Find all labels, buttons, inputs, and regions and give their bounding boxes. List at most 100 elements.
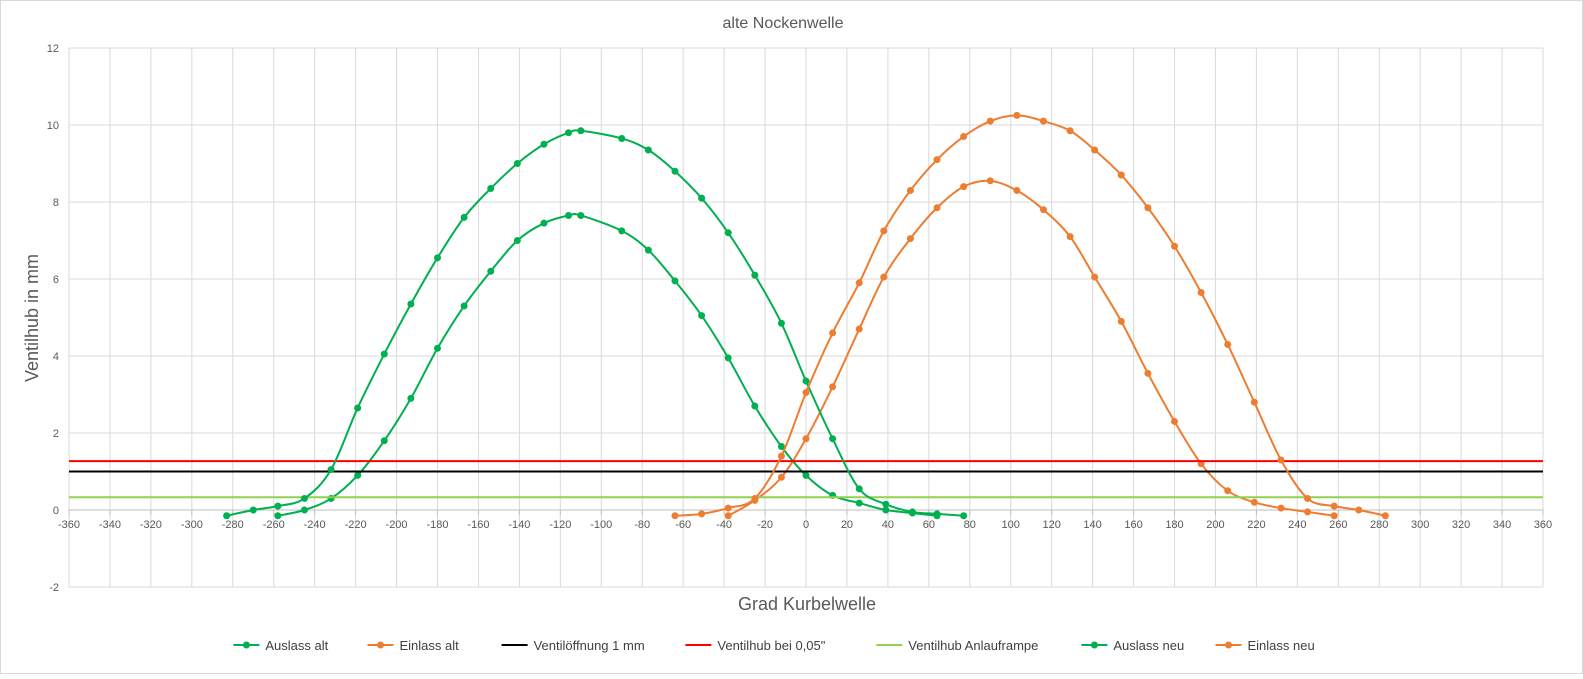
- data-point: [1224, 340, 1232, 348]
- data-point: [724, 504, 732, 512]
- data-point: [380, 350, 388, 358]
- data-point: [671, 512, 679, 520]
- x-tick-label: -180: [426, 519, 448, 531]
- x-tick-label: 40: [882, 519, 894, 531]
- data-point: [908, 508, 916, 516]
- legend-label: Ventilhub bei 0,05": [717, 638, 825, 653]
- series-0: [274, 211, 941, 520]
- x-tick-label: 20: [841, 519, 853, 531]
- x-tick-label: -200: [386, 519, 408, 531]
- data-point: [354, 471, 362, 479]
- x-tick-label: -40: [716, 519, 732, 531]
- data-point: [986, 177, 994, 185]
- legend: Auslass alt Einlass alt Ventilöffnung 1 mm…: [233, 638, 1315, 653]
- data-point: [434, 254, 441, 262]
- legend-marker: [377, 641, 384, 649]
- data-point: [618, 134, 626, 142]
- data-point: [906, 235, 914, 243]
- data-point: [882, 506, 890, 514]
- x-tick-label: -280: [222, 519, 244, 531]
- legend-marker: [1225, 641, 1232, 649]
- y-tick-label: 0: [53, 505, 59, 517]
- x-tick-label: -60: [675, 519, 691, 531]
- x-tick-label: 120: [1042, 519, 1060, 531]
- legend-label: Auslass neu: [1113, 638, 1184, 653]
- legend-marker: [1090, 641, 1098, 649]
- data-point: [960, 512, 968, 520]
- data-point: [777, 473, 785, 481]
- x-axis-label: Grad Kurbelwelle: [738, 594, 876, 614]
- legend-item: Ventilhub bei 0,05": [685, 638, 826, 653]
- data-point: [829, 383, 837, 391]
- data-point: [698, 510, 706, 518]
- x-tick-label: -20: [757, 519, 773, 531]
- x-tick-label: -260: [263, 519, 285, 531]
- data-point: [274, 512, 282, 520]
- data-point: [1381, 512, 1389, 520]
- x-tick-label: 360: [1534, 519, 1552, 531]
- data-point: [513, 237, 521, 244]
- data-point: [751, 494, 759, 502]
- x-tick-label: -140: [508, 519, 530, 531]
- data-point: [300, 494, 308, 502]
- x-tick-label: -220: [345, 519, 367, 531]
- data-point: [407, 300, 415, 308]
- data-point: [855, 499, 863, 507]
- data-point: [407, 394, 415, 402]
- y-axis-label: Ventilhub in mm: [22, 254, 42, 382]
- x-tick-label: -300: [181, 519, 203, 531]
- data-point: [751, 402, 759, 410]
- series-line: [674, 114, 1386, 517]
- data-point: [1277, 504, 1285, 512]
- data-point: [1091, 273, 1099, 281]
- data-point: [1224, 487, 1232, 495]
- legend-label: Einlass alt: [400, 638, 460, 653]
- x-tick-label: 220: [1247, 519, 1265, 531]
- x-tick-label: -340: [99, 519, 121, 531]
- x-tick-label: -320: [140, 519, 162, 531]
- x-tick-label: 340: [1493, 519, 1511, 531]
- data-point: [565, 129, 573, 137]
- data-point: [829, 435, 837, 443]
- data-point: [540, 140, 548, 148]
- chart-title: alte Nockenwelle: [723, 15, 844, 32]
- legend-label: Einlass neu: [1248, 638, 1315, 653]
- data-point: [1117, 317, 1125, 325]
- data-point: [618, 227, 626, 235]
- data-point: [1066, 127, 1074, 135]
- legend-label: Ventilöffnung 1 mm: [534, 638, 645, 653]
- x-tick-label: -160: [467, 519, 489, 531]
- y-tick-label: 4: [53, 351, 59, 363]
- data-point: [644, 146, 652, 154]
- data-point: [513, 160, 521, 167]
- series-layer: [69, 111, 1543, 520]
- data-point: [1117, 171, 1125, 179]
- data-point: [855, 279, 863, 287]
- legend-item: Einlass neu: [1215, 638, 1315, 653]
- data-point: [882, 500, 890, 508]
- data-point: [1013, 111, 1021, 119]
- data-point: [1091, 146, 1099, 154]
- x-tick-label: 260: [1329, 519, 1347, 531]
- data-point: [1144, 204, 1152, 212]
- data-point: [855, 485, 863, 493]
- data-point: [1171, 417, 1178, 425]
- legend-item: Auslass alt: [233, 638, 329, 653]
- series-6: [671, 111, 1389, 520]
- data-point: [802, 389, 810, 397]
- data-point: [986, 117, 994, 125]
- data-point: [577, 211, 585, 219]
- x-tick-label: 180: [1165, 519, 1183, 531]
- data-point: [434, 344, 441, 352]
- data-point: [933, 156, 941, 164]
- data-point: [1277, 456, 1285, 464]
- data-point: [1144, 369, 1152, 377]
- data-point: [487, 267, 495, 275]
- data-point: [960, 183, 968, 191]
- data-point: [880, 273, 888, 281]
- data-point: [1304, 508, 1312, 516]
- data-point: [880, 227, 888, 235]
